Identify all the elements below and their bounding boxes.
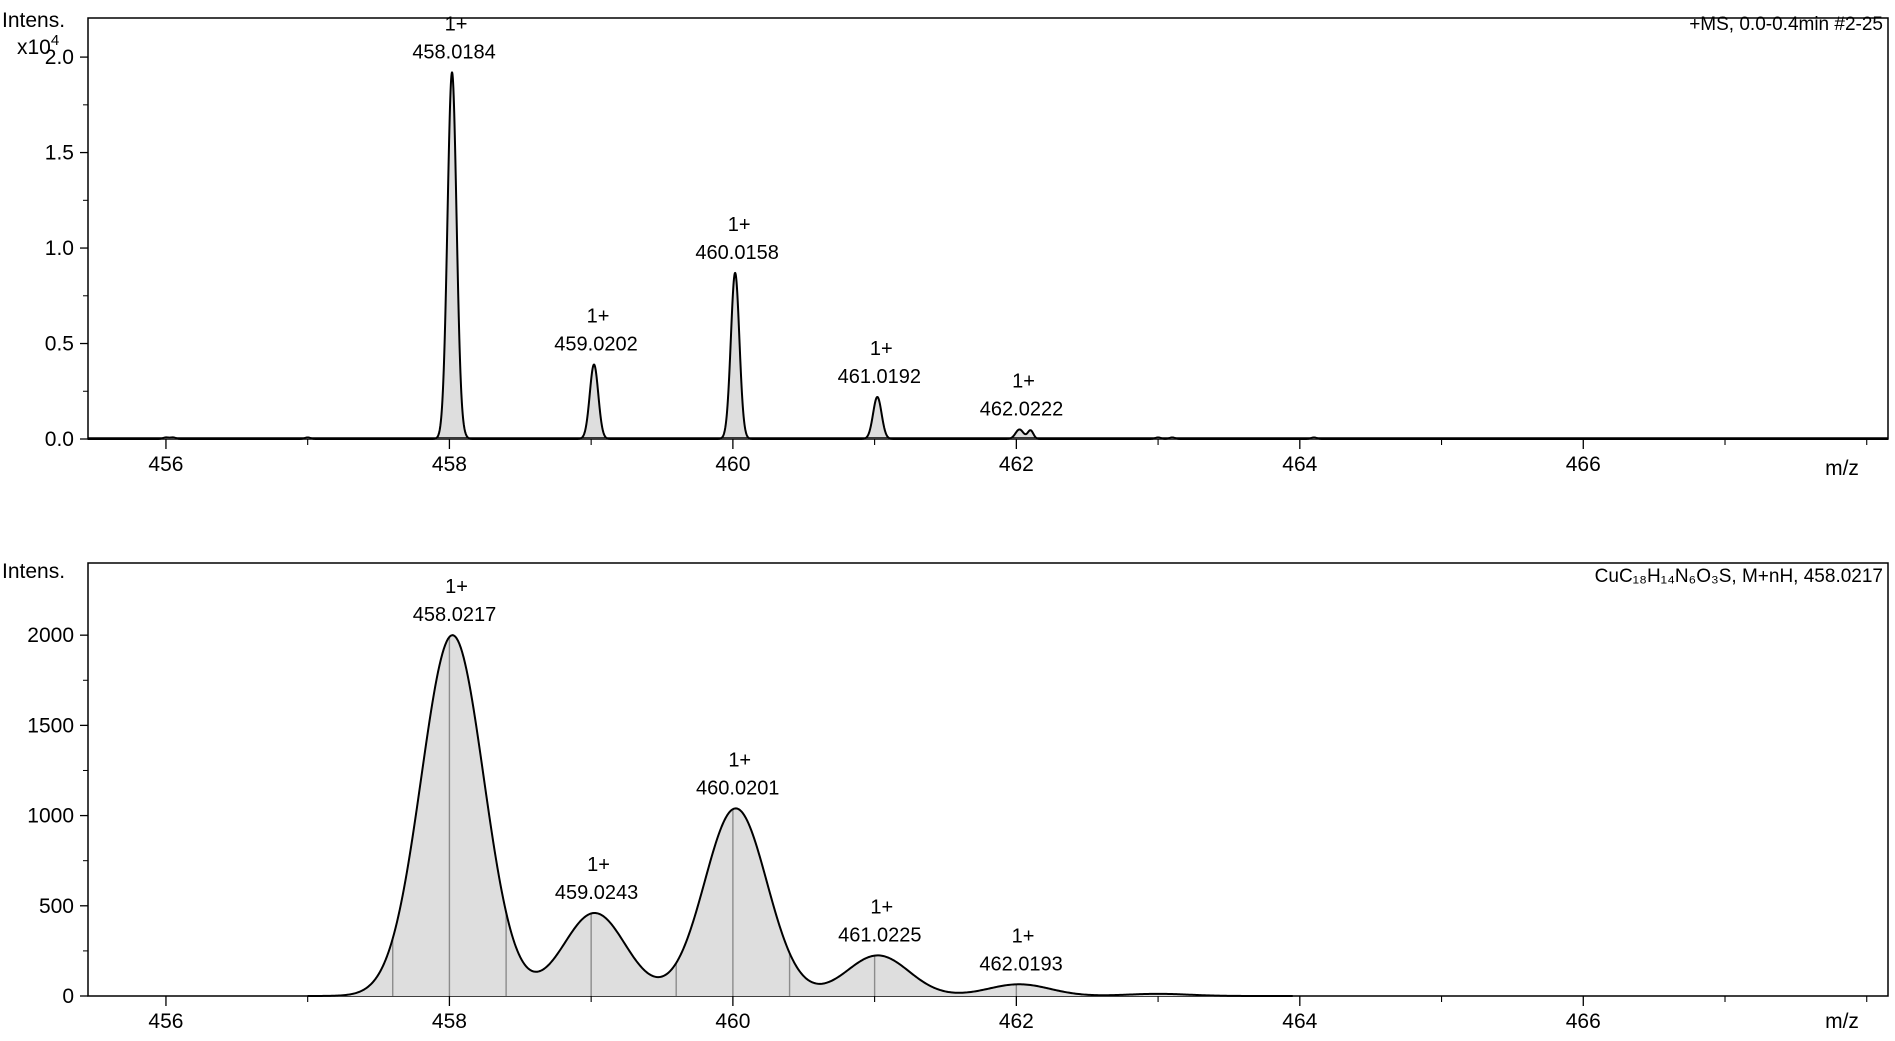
peak-mz-label: 459.0202 (554, 334, 637, 356)
x-tick-label: 456 (148, 453, 183, 476)
x-tick-label: 456 (148, 1010, 183, 1033)
peak-mz-label: 458.0184 (412, 41, 495, 63)
peak-annotations: 1+ 458.0184 1+ 459.0202 1+ 460.0158 1+ 461.0192… (412, 13, 1063, 420)
peak-mz-label: 458.0217 (413, 604, 496, 626)
peak-charge-label: 1+ (587, 854, 610, 876)
y-axis-multiplier: x104 (17, 32, 59, 59)
axis-ticks: 456 458 460 462 464 466 0.0 0.5 1.0 1.5 2.0 (45, 46, 1868, 476)
x-tick-label: 464 (1282, 1010, 1317, 1033)
spectrum-line (307, 634, 1293, 997)
x-tick-label: 462 (999, 453, 1034, 476)
x-tick-label: 462 (999, 1010, 1034, 1033)
y-axis-multiplier-base: x10 (17, 36, 51, 59)
x-axis-label: m/z (1825, 457, 1859, 480)
x-tick-label: 460 (715, 453, 750, 476)
formula-title: CuC₁₈H₁₄N₆O₃S, M+nH, 458.0217 (1595, 566, 1883, 587)
peak-charge-label: 1+ (870, 896, 893, 918)
y-tick-label: 1000 (27, 805, 74, 828)
y-tick-label: 2.0 (45, 46, 74, 69)
peak-charge-label: 1+ (445, 576, 468, 598)
peak-mz-label: 461.0192 (838, 366, 921, 388)
peak-mz-label: 460.0158 (695, 242, 778, 264)
y-tick-label: 0.5 (45, 333, 74, 356)
peak-charge-label: 1+ (587, 306, 610, 328)
y-axis-title: Intens. (2, 9, 65, 32)
axis-ticks: 456 458 460 462 464 466 0 500 1000 1500 2000 (27, 624, 1868, 1033)
peak-charge-label: 1+ (728, 214, 751, 236)
peak-mz-label: 459.0243 (555, 882, 638, 904)
peak-annotations: 1+ 458.0217 1+ 459.0243 1+ 460.0201 1+ 461.0225… (413, 576, 1063, 975)
spectrum-line (87, 71, 1889, 440)
spectrum-fill (88, 72, 1888, 440)
x-tick-label: 464 (1282, 453, 1317, 476)
x-axis-label: m/z (1825, 1010, 1859, 1033)
spectrum-fill (307, 635, 1293, 996)
peak-charge-label: 1+ (870, 338, 893, 360)
plot-frame (87, 17, 1889, 440)
y-tick-label: 0.0 (45, 428, 74, 451)
isotope-trace (307, 634, 1293, 997)
peak-mz-label: 462.0193 (979, 953, 1062, 975)
simulated-isotope-pattern-panel: Intens. CuC₁₈H₁₄N₆O₃S, M+nH, 458.0217 m/… (2, 560, 1889, 1033)
x-tick-label: 460 (715, 1010, 750, 1033)
y-axis-multiplier-exponent: 4 (51, 32, 59, 49)
y-tick-label: 500 (39, 895, 74, 918)
peak-mz-label: 460.0201 (696, 777, 779, 799)
peak-mz-label: 461.0225 (838, 924, 921, 946)
plot-frame (87, 562, 1889, 997)
peak-charge-label: 1+ (728, 749, 751, 771)
y-axis-title: Intens. (2, 560, 65, 583)
y-tick-label: 1500 (27, 714, 74, 737)
y-axis-label: Intens. x104 (2, 9, 65, 59)
measured-spectrum-panel: Intens. x104 +MS, 0.0-0.4min #2-25 m/z 4… (2, 9, 1889, 480)
y-tick-label: 1.0 (45, 237, 74, 260)
peak-charge-label: 1+ (1012, 370, 1035, 392)
peak-mz-label: 462.0222 (980, 398, 1063, 420)
x-tick-label: 466 (1566, 453, 1601, 476)
y-tick-label: 1.5 (45, 142, 74, 165)
peak-charge-label: 1+ (1012, 925, 1035, 947)
y-tick-label: 2000 (27, 624, 74, 647)
y-tick-label: 0 (62, 985, 74, 1008)
x-tick-label: 466 (1566, 1010, 1601, 1033)
x-tick-label: 458 (432, 1010, 467, 1033)
spectrum-trace (87, 71, 1889, 440)
peak-charge-label: 1+ (445, 13, 468, 35)
x-tick-label: 458 (432, 453, 467, 476)
spectrum-title: +MS, 0.0-0.4min #2-25 (1689, 14, 1883, 35)
